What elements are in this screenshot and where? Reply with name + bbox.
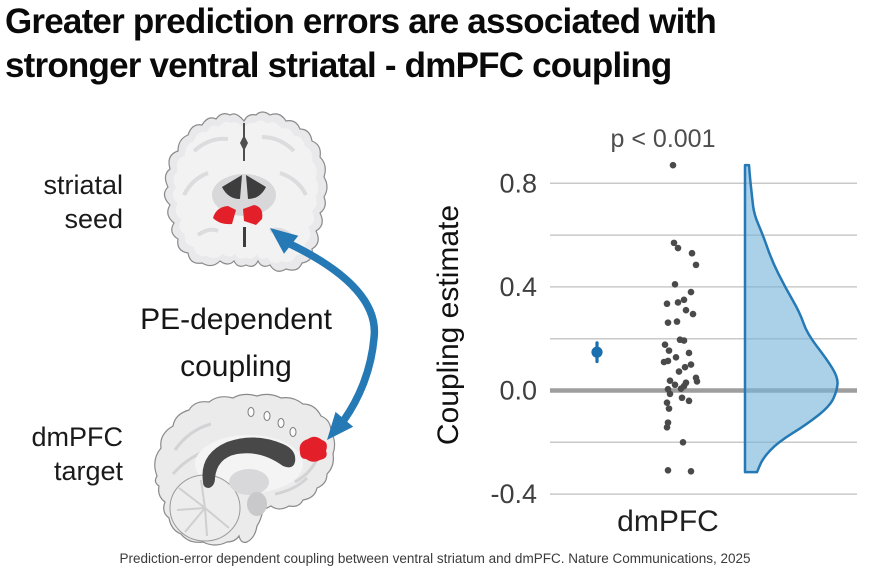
striatal-seed-region-left [213, 206, 236, 225]
scatter-point [681, 363, 689, 371]
scatter-point [677, 385, 685, 392]
scatter-point [692, 261, 700, 269]
pe-dependent-coupling-label-line-2: coupling [180, 350, 292, 383]
dmpfc-target-region [299, 436, 327, 462]
pe-dependent-coupling-label-line-1: PE-dependent [140, 303, 332, 336]
scatter-point [674, 244, 682, 252]
frontal-sulci-spots [247, 407, 297, 437]
scatter-point [678, 394, 686, 402]
figure-title-line-2: stronger ventral striatal - dmPFC coupli… [5, 46, 672, 85]
mean-point [591, 346, 603, 358]
corpus-callosum [202, 437, 296, 488]
scatter-point [693, 378, 701, 385]
coronal-brain-illustration [163, 111, 328, 272]
scatter-point [679, 439, 687, 446]
thalamus [229, 469, 269, 495]
striatal-seed-label-line-2: seed [64, 204, 123, 234]
y-tick-label: -0.4 [490, 479, 537, 509]
scatter-point [674, 299, 682, 306]
cingulate-notch [240, 135, 248, 151]
scatter-point [671, 381, 679, 389]
scatter-point [687, 361, 695, 368]
striatal-seed-label: striatal seed [0, 168, 123, 236]
scatter-point [692, 374, 700, 382]
y-tick-label: 0.0 [499, 376, 537, 406]
scatter-point [664, 466, 672, 474]
figure-title-line-1: Greater prediction errors are associated… [5, 2, 717, 41]
scatter-point [687, 288, 695, 296]
scatter-point [663, 423, 671, 431]
y-axis-label: Coupling estimate [432, 204, 465, 446]
violin-density [743, 163, 839, 474]
scatter-point [666, 377, 674, 384]
striatal-seed-label-line-1: striatal [43, 170, 123, 200]
scatter-point [664, 419, 672, 426]
scatter-point [682, 306, 690, 314]
scatter-point [664, 357, 672, 365]
x-axis-category-label: dmPFC [617, 505, 719, 538]
cerebellum-folia-lines [176, 479, 230, 537]
dmpfc-target-label: dmPFC target [0, 420, 123, 488]
scatter-point [676, 336, 684, 344]
scatter-point [660, 358, 668, 366]
scatter-point [671, 281, 679, 288]
scatter-point [664, 385, 672, 393]
left-lateral-ventricle [222, 175, 242, 199]
scatter-point [685, 349, 693, 357]
scatter-point [663, 399, 671, 406]
y-tick-label: 0.8 [499, 168, 537, 198]
scatter-point [666, 390, 674, 398]
scatter-point [689, 310, 697, 318]
right-lateral-ventricle [246, 175, 266, 199]
third-ventricle [243, 227, 246, 247]
scatter-point [680, 382, 688, 390]
pe-dependent-coupling-label: PE-dependent coupling [106, 296, 366, 390]
scatter-point [663, 300, 671, 308]
scatter-point [682, 379, 690, 387]
scatter-point [661, 341, 669, 348]
scatter-point [688, 249, 696, 257]
scatter-point [670, 239, 678, 247]
scatter-point [675, 368, 683, 375]
scatter-point [680, 337, 688, 344]
scatter-point [664, 319, 672, 326]
scatter-point [665, 405, 673, 412]
dmpfc-target-label-line-1: dmPFC [31, 422, 123, 452]
scatter-point [685, 397, 693, 405]
scatter-point [680, 296, 688, 304]
dmpfc-target-label-line-2: target [53, 456, 123, 486]
y-tick-label: 0.4 [499, 272, 537, 302]
figure-title: Greater prediction errors are associated… [5, 0, 870, 88]
scatter-point [673, 318, 681, 325]
scatter-point [672, 354, 680, 361]
figure-caption: Prediction-error dependent coupling betw… [119, 551, 751, 566]
striatal-seed-region-right [243, 205, 263, 225]
midbrain [247, 492, 267, 516]
scatter-point [687, 468, 695, 475]
scatter-point [669, 161, 677, 169]
sagittal-brain-illustration [154, 393, 336, 546]
p-value-label: p < 0.001 [610, 125, 716, 153]
scatter-point [665, 347, 673, 354]
